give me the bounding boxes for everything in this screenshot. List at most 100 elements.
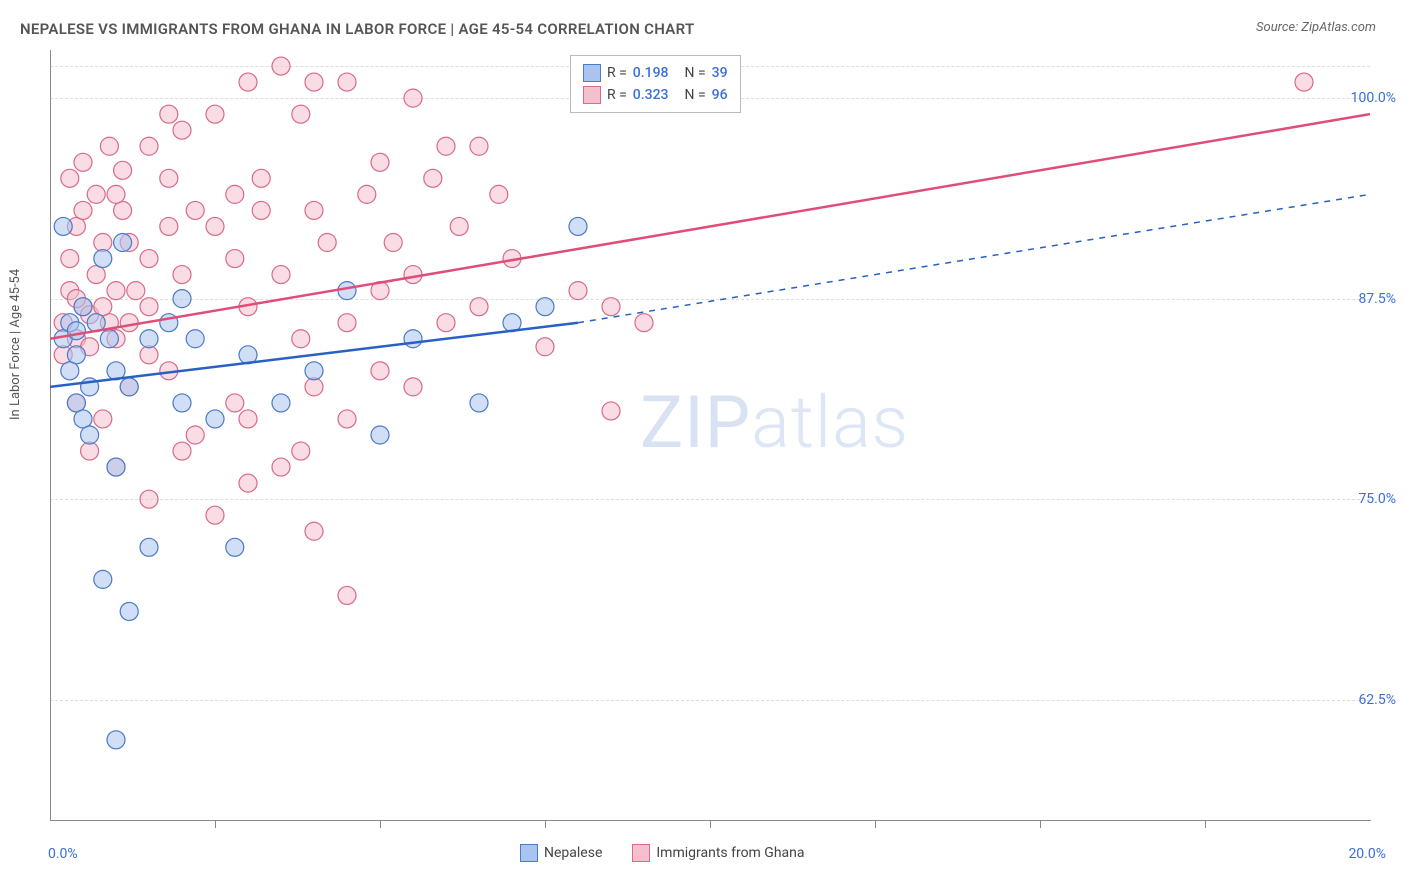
scatter-point bbox=[272, 458, 290, 476]
scatter-point bbox=[94, 234, 112, 252]
scatter-point bbox=[272, 57, 290, 75]
scatter-point bbox=[424, 169, 442, 187]
scatter-point bbox=[94, 298, 112, 316]
scatter-point bbox=[305, 378, 323, 396]
scatter-point bbox=[404, 266, 422, 284]
scatter-point bbox=[338, 586, 356, 604]
scatter-point bbox=[61, 362, 79, 380]
scatter-point bbox=[140, 538, 158, 556]
scatter-point bbox=[100, 330, 118, 348]
scatter-point bbox=[569, 217, 587, 235]
y-axis-label: In Labor Force | Age 45-54 bbox=[8, 269, 23, 420]
scatter-point bbox=[173, 121, 191, 139]
scatter-point bbox=[239, 73, 257, 91]
scatter-point bbox=[292, 330, 310, 348]
xtick-mark bbox=[710, 820, 711, 828]
scatter-point bbox=[74, 410, 92, 428]
scatter-point bbox=[404, 89, 422, 107]
scatter-point bbox=[67, 346, 85, 364]
legend-swatch-ghana bbox=[583, 86, 601, 104]
scatter-point bbox=[437, 137, 455, 155]
scatter-point bbox=[226, 394, 244, 412]
xtick-mark bbox=[1040, 820, 1041, 828]
scatter-point bbox=[160, 105, 178, 123]
xtick-mark bbox=[215, 820, 216, 828]
legend-n-ghana: 96 bbox=[712, 87, 728, 103]
scatter-point bbox=[206, 506, 224, 524]
legend-row-nepalese: R = 0.198 N = 39 bbox=[583, 62, 728, 84]
scatter-point bbox=[140, 346, 158, 364]
correlation-legend: R = 0.198 N = 39 R = 0.323 N = 96 bbox=[570, 55, 741, 113]
scatter-point bbox=[114, 161, 132, 179]
scatter-point bbox=[239, 410, 257, 428]
scatter-point bbox=[371, 153, 389, 171]
scatter-point bbox=[173, 290, 191, 308]
scatter-point bbox=[239, 474, 257, 492]
scatter-point bbox=[94, 250, 112, 268]
scatter-point bbox=[252, 169, 270, 187]
scatter-point bbox=[305, 522, 323, 540]
scatter-point bbox=[186, 426, 204, 444]
scatter-point bbox=[602, 298, 620, 316]
scatter-point bbox=[371, 362, 389, 380]
scatter-point bbox=[338, 282, 356, 300]
legend-item-ghana: Immigrants from Ghana bbox=[632, 844, 804, 862]
scatter-point bbox=[292, 442, 310, 460]
scatter-point bbox=[272, 394, 290, 412]
scatter-point bbox=[226, 538, 244, 556]
scatter-point bbox=[173, 442, 191, 460]
scatter-point bbox=[404, 378, 422, 396]
scatter-point bbox=[206, 217, 224, 235]
scatter-point bbox=[107, 282, 125, 300]
scatter-point bbox=[127, 282, 145, 300]
chart-title: NEPALESE VS IMMIGRANTS FROM GHANA IN LAB… bbox=[20, 20, 694, 38]
legend-swatch-nepalese bbox=[583, 64, 601, 82]
legend-swatch-nepalese-2 bbox=[520, 844, 538, 862]
xtick-mark bbox=[545, 820, 546, 828]
scatter-point bbox=[338, 314, 356, 332]
scatter-point bbox=[226, 250, 244, 268]
scatter-point bbox=[87, 266, 105, 284]
scatter-point bbox=[305, 201, 323, 219]
scatter-point bbox=[173, 266, 191, 284]
legend-item-nepalese: Nepalese bbox=[520, 844, 602, 862]
scatter-point bbox=[602, 402, 620, 420]
scatter-point bbox=[338, 410, 356, 428]
scatter-point bbox=[305, 362, 323, 380]
scatter-point bbox=[140, 298, 158, 316]
xtick-mark bbox=[875, 820, 876, 828]
scatter-point bbox=[358, 185, 376, 203]
scatter-point bbox=[67, 394, 85, 412]
scatter-point bbox=[87, 185, 105, 203]
xtick-mark bbox=[1205, 820, 1206, 828]
scatter-point bbox=[61, 169, 79, 187]
scatter-point bbox=[635, 314, 653, 332]
scatter-point bbox=[140, 137, 158, 155]
scatter-point bbox=[120, 314, 138, 332]
scatter-point bbox=[186, 330, 204, 348]
scatter-point bbox=[100, 137, 118, 155]
scatter-point bbox=[206, 410, 224, 428]
scatter-point bbox=[536, 298, 554, 316]
scatter-point bbox=[272, 266, 290, 284]
scatter-point bbox=[81, 442, 99, 460]
scatter-point bbox=[114, 201, 132, 219]
scatter-point bbox=[569, 282, 587, 300]
scatter-point bbox=[67, 322, 85, 340]
scatter-point bbox=[81, 426, 99, 444]
scatter-point bbox=[450, 217, 468, 235]
series-legend: Nepalese Immigrants from Ghana bbox=[520, 844, 805, 862]
scatter-point bbox=[470, 394, 488, 412]
scatter-point bbox=[74, 201, 92, 219]
legend-r-label: R = bbox=[607, 65, 627, 81]
scatter-point bbox=[252, 201, 270, 219]
legend-n-label-2: N = bbox=[685, 87, 706, 103]
scatter-point bbox=[94, 570, 112, 588]
scatter-point bbox=[490, 185, 508, 203]
chart-container: NEPALESE VS IMMIGRANTS FROM GHANA IN LAB… bbox=[0, 0, 1406, 892]
scatter-point bbox=[140, 490, 158, 508]
scatter-point bbox=[371, 426, 389, 444]
scatter-point bbox=[54, 217, 72, 235]
scatter-point bbox=[470, 137, 488, 155]
scatter-point bbox=[74, 298, 92, 316]
